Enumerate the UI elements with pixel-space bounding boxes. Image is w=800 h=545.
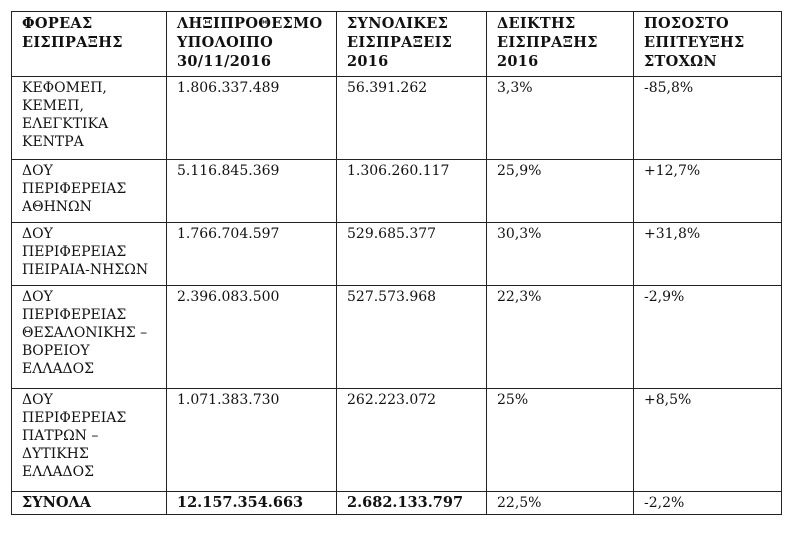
cell-agency: ΔΟΥ ΠΕΡΙΦΕΡΕΙΑΣ ΘΕΣΑΛΟΝΙΚΗΣ – ΒΟΡΕΙΟΥ ΕΛ… <box>11 285 167 389</box>
header-total-collections: ΣΥΝΟΛΙΚΕΣ ΕΙΣΠΡΑΞΕΙΣ 2016 <box>336 11 487 77</box>
header-collection-index: ΔΕΙΚΤΗΣ ΕΙΣΠΡΑΞΗΣ 2016 <box>486 11 634 77</box>
cell-agency: ΔΟΥ ΠΕΡΙΦΕΡΕΙΑΣ ΠΕΙΡΑΙΑ-ΝΗΣΩΝ <box>11 222 167 286</box>
cell-overdue-balance: 1.806.337.489 <box>166 76 337 160</box>
collections-table: ΦΟΡΕΑΣ ΕΙΣΠΡΑΞΗΣ ΛΗΞΙΠΡΟΘΕΣΜΟ ΥΠΟΛΟΙΠΟ 3… <box>11 11 782 515</box>
header-target-achievement: ΠΟΣΟΣΤΟ ΕΠΙΤΕΥΞΗΣ ΣΤΟΧΩΝ <box>633 11 782 77</box>
cell-collection-index: 25,9% <box>486 159 634 223</box>
cell-total-collections: 527.573.968 <box>336 285 487 389</box>
cell-collection-index: 25% <box>486 388 634 492</box>
totals-row: ΣΥΝΟΛΑ 12.157.354.663 2.682.133.797 22,5… <box>11 491 782 515</box>
cell-overdue-balance: 1.071.383.730 <box>166 388 337 492</box>
document-frame: ΦΟΡΕΑΣ ΕΙΣΠΡΑΞΗΣ ΛΗΞΙΠΡΟΘΕΣΜΟ ΥΠΟΛΟΙΠΟ 3… <box>11 11 782 525</box>
cell-collection-index: 3,3% <box>486 76 634 160</box>
cell-overdue-balance: 2.396.083.500 <box>166 285 337 389</box>
cell-target-achievement: -2,9% <box>633 285 782 389</box>
totals-total-collections: 2.682.133.797 <box>336 491 487 515</box>
cell-target-achievement: -85,8% <box>633 76 782 160</box>
cell-total-collections: 56.391.262 <box>336 76 487 160</box>
cell-total-collections: 262.223.072 <box>336 388 487 492</box>
cell-overdue-balance: 1.766.704.597 <box>166 222 337 286</box>
totals-collection-index: 22,5% <box>486 491 634 515</box>
cell-total-collections: 529.685.377 <box>336 222 487 286</box>
table-row: ΔΟΥ ΠΕΡΙΦΕΡΕΙΑΣ ΠΕΙΡΑΙΑ-ΝΗΣΩΝ 1.766.704.… <box>11 222 782 286</box>
cell-agency: ΔΟΥ ΠΕΡΙΦΕΡΕΙΑΣ ΠΑΤΡΩΝ – ΔΥΤΙΚΗΣ ΕΛΛΑΔΟΣ <box>11 388 167 492</box>
totals-overdue-balance: 12.157.354.663 <box>166 491 337 515</box>
totals-target-achievement: -2,2% <box>633 491 782 515</box>
cell-collection-index: 22,3% <box>486 285 634 389</box>
table-row: ΚΕΦΟΜΕΠ, ΚΕΜΕΠ, ΕΛΕΓΚΤΙΚΑ ΚΕΝΤΡΑ 1.806.3… <box>11 76 782 160</box>
totals-label: ΣΥΝΟΛΑ <box>11 491 167 515</box>
header-overdue-balance: ΛΗΞΙΠΡΟΘΕΣΜΟ ΥΠΟΛΟΙΠΟ 30/11/2016 <box>166 11 337 77</box>
table-row: ΔΟΥ ΠΕΡΙΦΕΡΕΙΑΣ ΑΘΗΝΩΝ 5.116.845.369 1.3… <box>11 159 782 223</box>
table-row: ΔΟΥ ΠΕΡΙΦΕΡΕΙΑΣ ΠΑΤΡΩΝ – ΔΥΤΙΚΗΣ ΕΛΛΑΔΟΣ… <box>11 388 782 492</box>
table-header-row: ΦΟΡΕΑΣ ΕΙΣΠΡΑΞΗΣ ΛΗΞΙΠΡΟΘΕΣΜΟ ΥΠΟΛΟΙΠΟ 3… <box>11 11 782 77</box>
cell-overdue-balance: 5.116.845.369 <box>166 159 337 223</box>
table-row: ΔΟΥ ΠΕΡΙΦΕΡΕΙΑΣ ΘΕΣΑΛΟΝΙΚΗΣ – ΒΟΡΕΙΟΥ ΕΛ… <box>11 285 782 389</box>
cell-total-collections: 1.306.260.117 <box>336 159 487 223</box>
cell-target-achievement: +8,5% <box>633 388 782 492</box>
cell-target-achievement: +31,8% <box>633 222 782 286</box>
cell-target-achievement: +12,7% <box>633 159 782 223</box>
cell-agency: ΔΟΥ ΠΕΡΙΦΕΡΕΙΑΣ ΑΘΗΝΩΝ <box>11 159 167 223</box>
header-agency: ΦΟΡΕΑΣ ΕΙΣΠΡΑΞΗΣ <box>11 11 167 77</box>
cell-collection-index: 30,3% <box>486 222 634 286</box>
cell-agency: ΚΕΦΟΜΕΠ, ΚΕΜΕΠ, ΕΛΕΓΚΤΙΚΑ ΚΕΝΤΡΑ <box>11 76 167 160</box>
